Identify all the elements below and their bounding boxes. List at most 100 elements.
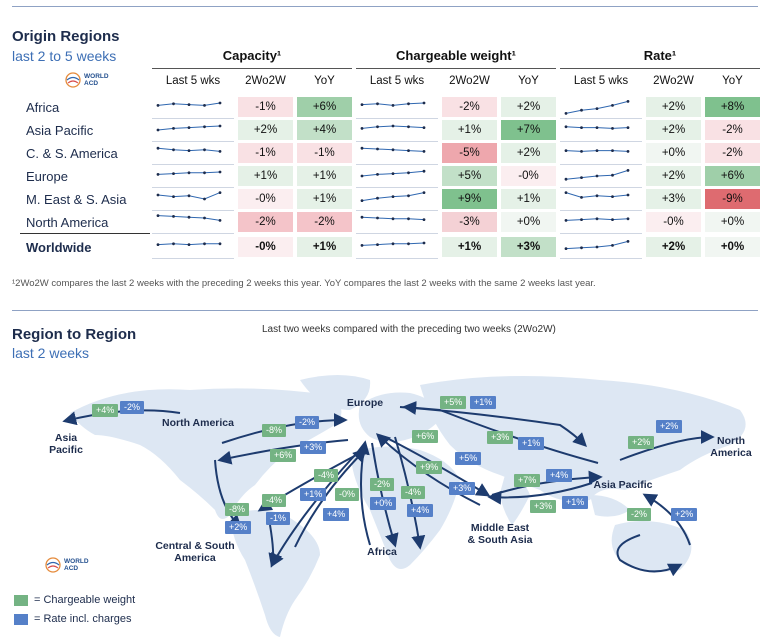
value-cell: -2% [238, 212, 293, 232]
row-separator [356, 118, 438, 119]
sparkline-2 [564, 149, 630, 153]
sparkline-0 [156, 101, 222, 107]
rate-change-badge: +1% [470, 396, 497, 409]
weight-change-badge: +7% [514, 474, 541, 487]
region-label: Asia Pacific [26, 123, 94, 138]
world-acd-logo-text: WORLD ACD [84, 73, 109, 87]
sparkline-0 [156, 124, 222, 132]
row-separator [560, 210, 642, 211]
row-separator [560, 187, 642, 188]
value-cell: +5% [442, 166, 497, 186]
value-cell: -3% [442, 212, 497, 232]
region-label: Europe [26, 169, 68, 184]
europe-shape [358, 392, 440, 442]
map-label-africa: Africa [367, 546, 397, 558]
value-cell: +2% [501, 97, 556, 117]
value-cell: +2% [646, 237, 701, 257]
rate-change-badge: -2% [120, 401, 145, 414]
value-cell: +8% [705, 97, 760, 117]
r2r-title: Region to Region [12, 326, 137, 343]
col-header-0-1: 2Wo2W [245, 75, 286, 87]
group-title-1: Chargeable weight¹ [396, 48, 516, 63]
arrow-eu-to-na [217, 439, 349, 465]
arrow-csa-loop [268, 524, 282, 568]
group-underline-2 [560, 68, 760, 69]
value-cell: +1% [442, 120, 497, 140]
sparkline-1 [360, 101, 426, 107]
region-label: Africa [26, 100, 60, 115]
value-cell: +1% [297, 189, 352, 209]
legend-label-weight: = Chargeable weight [34, 594, 136, 606]
row-separator [356, 164, 438, 165]
map-label-middle-east: Middle East & South Asia [467, 522, 533, 546]
value-cell: +2% [646, 120, 701, 140]
rate-change-badge: +1% [300, 488, 327, 501]
weight-change-badge: +3% [487, 431, 514, 444]
weight-change-badge: -2% [370, 478, 395, 491]
row-separator [560, 118, 642, 119]
rate-change-badge: +2% [671, 508, 698, 521]
world-acd-logo-bottom-text: WORLD ACD [64, 558, 89, 572]
col-header-1-2: YoY [518, 75, 539, 87]
row-separator [356, 187, 438, 188]
value-cell: +0% [501, 212, 556, 232]
row-separator [356, 141, 438, 142]
north-america-shape [70, 388, 342, 519]
value-cell: -1% [297, 143, 352, 163]
row-separator [356, 210, 438, 211]
sparkline-1 [360, 169, 426, 178]
sparkline-0 [156, 170, 222, 176]
rate-change-badge: +3% [449, 482, 476, 495]
col-header-0-0: Last 5 wks [165, 75, 221, 87]
world-acd-logo-icon [65, 72, 81, 88]
value-cell: -0% [501, 166, 556, 186]
row-separator [152, 233, 234, 234]
row-separator [152, 258, 234, 259]
row-separator [152, 141, 234, 142]
value-cell: +0% [705, 212, 760, 232]
row-separator [356, 233, 438, 234]
weight-change-badge: +5% [440, 396, 467, 409]
arrow-eu-to-africa [371, 442, 399, 548]
value-cell: -5% [442, 143, 497, 163]
map-label-north-america-right: North America [710, 435, 752, 459]
weight-change-badge: -8% [225, 503, 250, 516]
worldwide-separator [20, 233, 150, 234]
weight-change-badge: -2% [627, 508, 652, 521]
value-cell: -0% [646, 212, 701, 232]
group-title-0: Capacity¹ [222, 48, 282, 63]
region-label: North America [26, 215, 109, 230]
map-label-north-america-top: North America [162, 417, 234, 429]
rate-change-badge: +4% [546, 469, 573, 482]
r2r-caption: Last two weeks compared with the precedi… [262, 324, 556, 335]
value-cell: -1% [238, 97, 293, 117]
sparkline-2 [564, 125, 630, 130]
value-cell: -2% [442, 97, 497, 117]
row-separator [152, 118, 234, 119]
value-cell: +2% [646, 97, 701, 117]
group-underline-1 [356, 68, 556, 69]
value-cell: +6% [297, 97, 352, 117]
value-cell: +1% [297, 237, 352, 257]
col-header-0-2: YoY [314, 75, 335, 87]
value-cell: +2% [501, 143, 556, 163]
footnote: ¹2Wo2W compares the last 2 weeks with th… [12, 278, 596, 289]
weight-change-badge: +9% [416, 461, 443, 474]
greenland-shape [300, 375, 371, 410]
arrow-asia-to-mesa [487, 482, 593, 505]
region-label: Worldwide [26, 240, 92, 255]
value-cell: -0% [238, 237, 293, 257]
col-header-2-2: YoY [722, 75, 743, 87]
world-acd-logo-bottom-icon [45, 557, 61, 573]
weight-change-badge: +4% [92, 404, 119, 417]
sparkline-0 [156, 191, 222, 201]
col-header-2-0: Last 5 wks [573, 75, 629, 87]
value-cell: +1% [238, 166, 293, 186]
arrow-asia-to-na [619, 430, 715, 461]
row-separator [560, 141, 642, 142]
row-separator [560, 233, 642, 234]
row-separator [152, 210, 234, 211]
rate-change-badge: +1% [562, 496, 589, 509]
value-cell: -9% [705, 189, 760, 209]
sparkline-0 [156, 242, 222, 246]
